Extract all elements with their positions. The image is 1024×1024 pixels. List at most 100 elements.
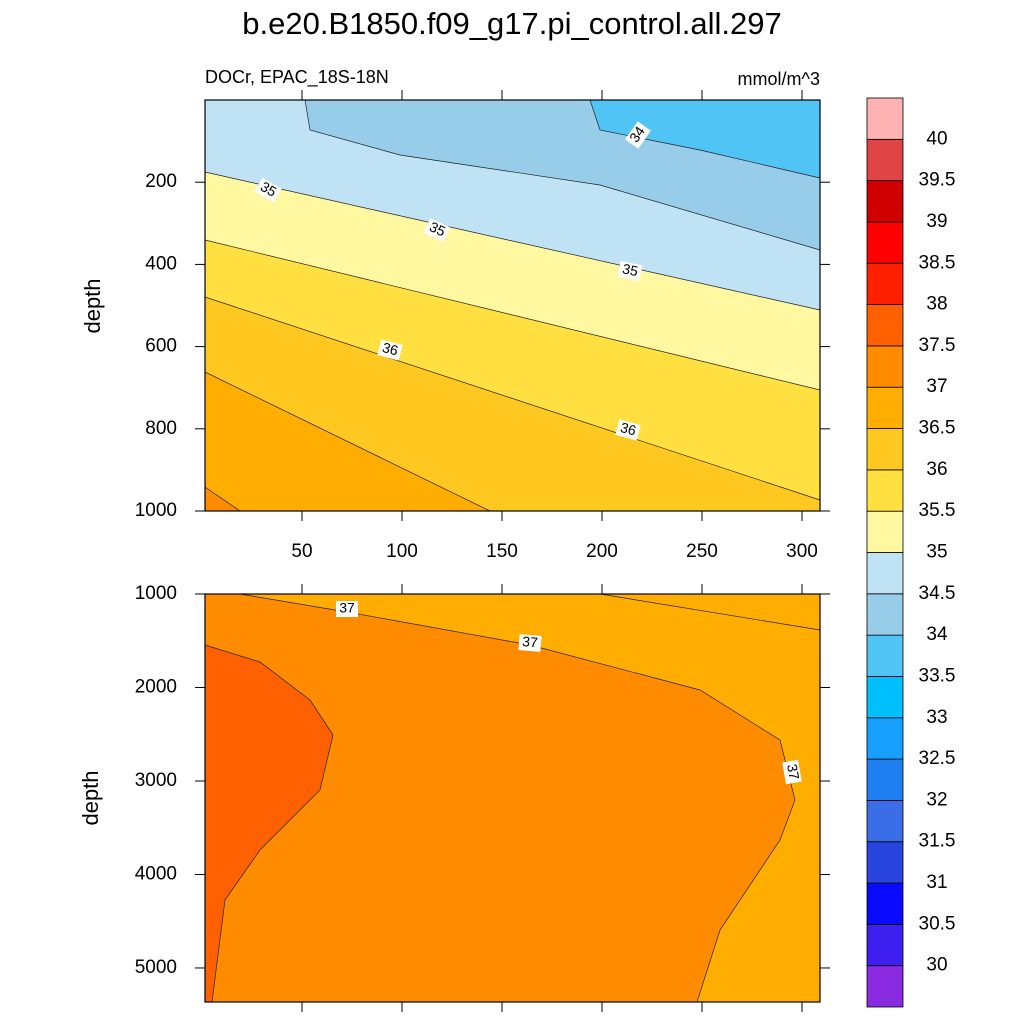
x-tick-label: 100 [386, 541, 418, 562]
y-tick-label: 800 [145, 418, 177, 439]
colorbar-label: 33 [926, 707, 947, 728]
colorbar-label: 36 [926, 459, 947, 480]
x-tick-label: 50 [291, 541, 312, 562]
plot-frame [204, 99, 821, 512]
contour-label-box [617, 260, 643, 282]
contour-label: 36 [615, 419, 641, 441]
colorbar-box [866, 634, 904, 677]
colorbar-box [866, 923, 904, 967]
contour-line [589, 99, 821, 179]
contour-label-text: 37 [339, 600, 355, 616]
contour-label: 34 [625, 121, 651, 149]
colorbar-label: 39 [926, 211, 947, 232]
colorbar-label: 36.5 [919, 418, 956, 439]
colorbar-label: 39.5 [919, 170, 956, 191]
colorbar-box [866, 97, 904, 140]
contour-fill [240, 594, 820, 1002]
contour-line [599, 593, 821, 631]
colorbar-box [866, 882, 904, 925]
y-tick-label: 4000 [135, 863, 177, 884]
contour-label-box [518, 634, 542, 652]
contour-label: 35 [617, 260, 643, 282]
colorbar-label: 34 [926, 624, 948, 645]
contour-line [239, 593, 796, 1003]
colorbar-box [866, 552, 904, 595]
colorbar-box [866, 965, 904, 1008]
colorbar-box [866, 138, 904, 182]
colorbar-label: 30 [926, 955, 947, 976]
contour-label-box [625, 121, 651, 149]
colorbar-label: 31 [926, 872, 947, 893]
contour-line [204, 296, 821, 501]
y-tick-label: 600 [145, 336, 177, 357]
contour-line [204, 371, 491, 512]
colorbar-label: 33.5 [919, 665, 956, 686]
colorbar-label: 40 [926, 128, 947, 149]
contour-label-text: 35 [621, 260, 640, 279]
y-tick-label: 200 [145, 171, 177, 192]
subtitle-left: DOCr, EPAC_18S-18N [205, 67, 389, 88]
contour-line [304, 99, 821, 251]
colorbar-box [866, 800, 904, 843]
y-axis-label: depth [78, 770, 103, 825]
colorbar-box [866, 221, 904, 264]
contour-label-box [423, 218, 451, 242]
colorbar-box [866, 304, 904, 347]
contour-line [204, 486, 241, 512]
colorbar-label: 37 [926, 376, 947, 397]
colorbar-label: 38.5 [919, 252, 956, 273]
x-tick-label: 300 [786, 541, 818, 562]
contour-label: 37 [336, 600, 358, 617]
colorbar-box [866, 180, 904, 223]
y-tick-label: 3000 [135, 770, 177, 791]
contour-label: 35 [423, 218, 451, 242]
contour-line [204, 171, 821, 311]
colorbar-box [866, 345, 904, 388]
colorbar-box [866, 386, 904, 429]
x-tick-label: 150 [486, 541, 518, 562]
colorbar-label: 35.5 [919, 500, 956, 521]
contour-label-box [377, 339, 403, 361]
contour-line [204, 644, 334, 1003]
colorbar-box [866, 676, 904, 719]
colorbar-box [866, 841, 904, 884]
contour-label-box [254, 177, 282, 203]
colorbar-label: 32.5 [919, 748, 956, 769]
contour-label-box [336, 601, 358, 617]
colorbar-box [866, 262, 904, 305]
colorbar-box [866, 469, 904, 512]
y-tick-label: 1000 [135, 583, 177, 604]
contour-label: 35 [254, 177, 282, 203]
y-tick-label: 1000 [135, 500, 177, 521]
contour-fill [590, 100, 820, 178]
contour-line [204, 239, 821, 391]
contour-label-text: 37 [522, 633, 539, 650]
y-tick-label: 2000 [135, 677, 177, 698]
colorbar-label: 38 [926, 294, 947, 315]
colorbar-label: 30.5 [919, 913, 956, 934]
colorbar-label: 34.5 [919, 583, 956, 604]
colorbar-box [866, 593, 904, 636]
x-tick-label: 250 [686, 541, 718, 562]
contour-label-text: 35 [258, 178, 280, 200]
colorbar-label: 35 [926, 542, 947, 563]
colorbar-label: 37.5 [919, 335, 956, 356]
plot-frame [204, 593, 821, 1003]
contour-label: 36 [377, 339, 403, 361]
colorbar-box [866, 717, 904, 760]
colorbar-box [866, 758, 904, 801]
contour-label-box [615, 419, 641, 441]
contour-fill [205, 645, 333, 1002]
colorbar-label: 31.5 [919, 831, 956, 852]
contour-label-text: 35 [427, 218, 448, 239]
y-tick-label: 5000 [135, 957, 177, 978]
contour-label: 37 [518, 633, 542, 652]
contour-label: 37 [782, 759, 803, 785]
subtitle-right: mmol/m^3 [738, 69, 820, 89]
contour-label-text: 36 [619, 419, 638, 439]
y-tick-label: 400 [145, 253, 177, 274]
colorbar-label: 32 [926, 789, 947, 810]
contour-label-box [782, 759, 802, 785]
contour-label-text: 37 [784, 763, 802, 781]
